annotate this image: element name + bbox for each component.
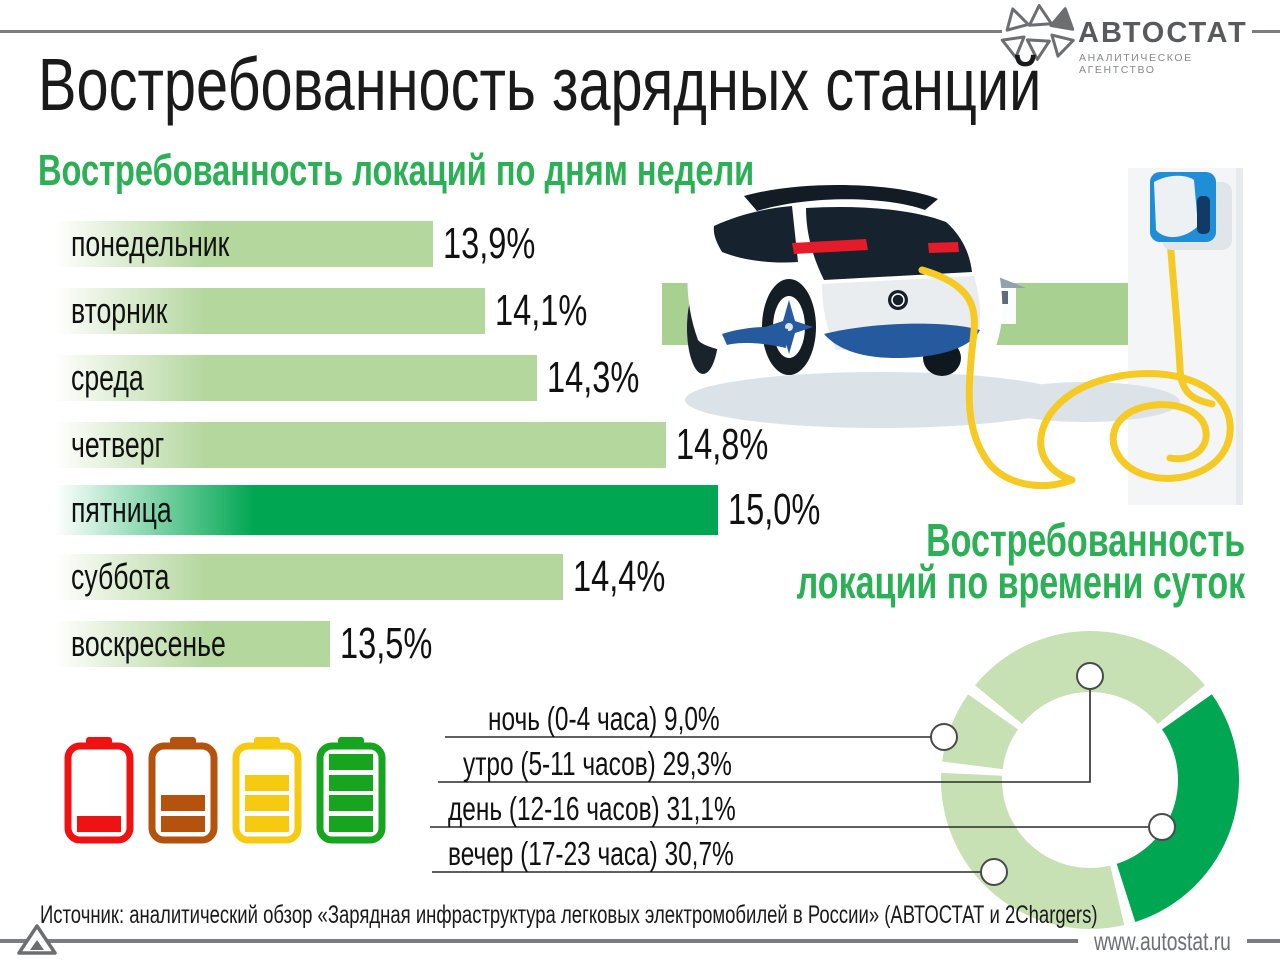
callout-marker bbox=[1148, 813, 1176, 841]
callout-marker bbox=[930, 723, 958, 751]
bar-value-label: 13,9% bbox=[443, 219, 536, 268]
bar-value-label: 14,3% bbox=[547, 353, 640, 402]
bar-category-label: пятница bbox=[71, 489, 172, 530]
bar-category-label: понедельник bbox=[71, 223, 230, 264]
website-url: www.autostat.ru bbox=[1094, 926, 1231, 956]
bar: вторник bbox=[55, 288, 485, 334]
battery-level-4-icon bbox=[316, 737, 386, 844]
battery-level-1-icon bbox=[64, 737, 134, 844]
bar-category-label: суббота bbox=[71, 556, 170, 597]
ev-charging-illustration bbox=[662, 168, 1243, 505]
source-note: Источник: аналитический обзор «Зарядная … bbox=[40, 901, 1098, 929]
battery-level-3-icon bbox=[232, 737, 302, 844]
bar-row: вторник 14,1% bbox=[55, 286, 620, 335]
battery-level-2-icon bbox=[148, 737, 218, 844]
bar-row: пятница 15,0% bbox=[55, 485, 853, 535]
bar-highlight: пятница bbox=[55, 485, 718, 535]
bar: воскресенье bbox=[55, 621, 330, 667]
battery-charge-icons bbox=[64, 737, 386, 844]
bar: понедельник bbox=[55, 221, 433, 267]
brand-tagline: АНАЛИТИЧЕСКОЕ АГЕНТСТВО bbox=[1079, 52, 1193, 76]
donut-chart-title: Востребованность локаций по времени суто… bbox=[796, 514, 1245, 608]
callout-marker bbox=[980, 858, 1008, 886]
time-of-day-donut-chart bbox=[430, 631, 1239, 929]
donut-segment-3 bbox=[1116, 694, 1239, 922]
brand-name: АВТОСТАТ bbox=[1078, 17, 1248, 49]
bar-value-label: 14,4% bbox=[573, 552, 666, 601]
bar-chart-title: Востребованность локаций по дням недели bbox=[38, 146, 755, 195]
bar: суббота bbox=[55, 554, 563, 600]
bar-category-label: воскресенье bbox=[71, 623, 226, 664]
bottom-divider-line-right bbox=[1247, 939, 1280, 943]
day-of-week-bar-chart: понедельник 13,9% вторник 14,1% среда 14,3% че… bbox=[55, 219, 955, 676]
bar-row: понедельник 13,9% bbox=[55, 219, 568, 268]
bar-row: четверг 14,8% bbox=[55, 420, 801, 469]
bar-category-label: среда bbox=[71, 357, 144, 398]
bar-category-label: четверг bbox=[71, 424, 165, 465]
bar-value-label: 14,1% bbox=[495, 286, 588, 335]
bar-value-label: 13,5% bbox=[340, 619, 433, 668]
donut-segment-1 bbox=[942, 694, 1019, 770]
callout-marker bbox=[1076, 662, 1104, 690]
bar: среда bbox=[55, 355, 537, 401]
brand-logo-mark-icon bbox=[1000, 4, 1075, 61]
bar-row: суббота 14,4% bbox=[55, 552, 698, 601]
bar-value-label: 14,8% bbox=[676, 420, 769, 469]
charging-cable bbox=[918, 236, 1234, 490]
corner-triangle-icon bbox=[17, 924, 57, 955]
bar-row: воскресенье 13,5% bbox=[55, 619, 465, 668]
bar-row: среда 14,3% bbox=[55, 353, 672, 402]
donut-segment-4 bbox=[940, 772, 1125, 929]
wallbox-charging-station bbox=[1150, 172, 1232, 250]
top-divider-line bbox=[0, 30, 1002, 33]
bar-category-label: вторник bbox=[71, 290, 168, 331]
top-divider-line-right bbox=[1252, 30, 1280, 33]
bottom-divider-line bbox=[0, 939, 1078, 943]
page-title: Востребованность зарядных станций bbox=[38, 43, 1042, 126]
brand-logo: АВТОСТАТ АНАЛИТИЧЕСКОЕ АГЕНТСТВО bbox=[1000, 2, 1260, 76]
electric-car bbox=[687, 177, 1003, 376]
bar-value-label: 15,0% bbox=[728, 485, 821, 534]
bar: четверг bbox=[55, 422, 666, 468]
callout-line bbox=[438, 689, 1091, 783]
